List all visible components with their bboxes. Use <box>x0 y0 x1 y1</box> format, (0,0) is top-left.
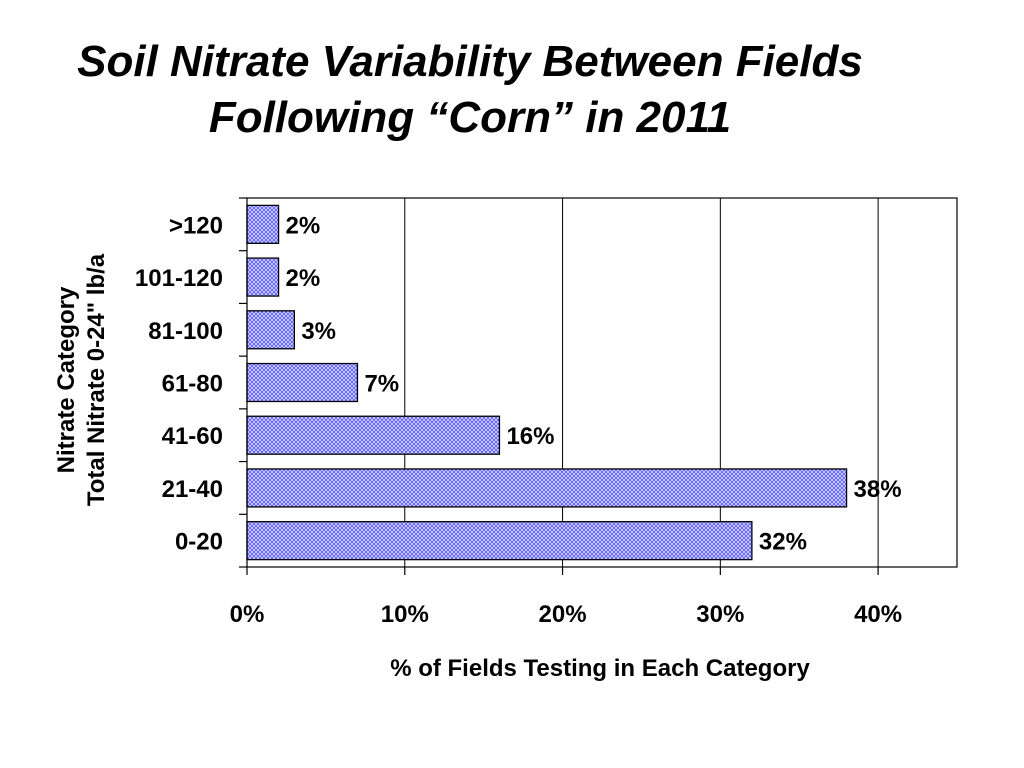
x-tick-label: 0% <box>230 601 265 628</box>
bar <box>246 521 753 561</box>
gridlines <box>404 198 879 567</box>
category-label: 41-60 <box>162 423 223 450</box>
category-label: 81-100 <box>148 318 223 345</box>
x-tick-label: 20% <box>539 601 587 628</box>
data-label: 7% <box>364 371 399 398</box>
category-label: 61-80 <box>162 371 223 398</box>
plot-frame <box>246 197 958 568</box>
data-label: 2% <box>286 212 321 239</box>
data-label: 2% <box>286 265 321 292</box>
bar <box>246 257 280 297</box>
data-label: 3% <box>301 318 336 345</box>
bar <box>246 468 848 508</box>
category-label: 21-40 <box>162 476 223 503</box>
chart-title: Soil Nitrate Variability Between Fields <box>77 37 863 86</box>
bar <box>246 415 501 455</box>
category-label: 0-20 <box>175 529 223 556</box>
bars <box>246 204 848 561</box>
data-label: 16% <box>506 423 554 450</box>
chart-title-block: Soil Nitrate Variability Between Fields … <box>0 34 940 146</box>
category-label: >120 <box>169 212 223 239</box>
bar <box>246 362 359 403</box>
x-axis-label: % of Fields Testing in Each Category <box>390 655 810 682</box>
data-label: 38% <box>854 476 902 503</box>
bar <box>246 310 295 350</box>
x-tick-label: 40% <box>854 601 902 628</box>
x-tick-label: 30% <box>696 601 744 628</box>
category-label: 101-120 <box>135 265 223 292</box>
labels: 0% 10% 20% 30% 40% >120 2% 101-120 2% 81-100 3% 61-… <box>135 212 902 682</box>
bar <box>246 204 280 244</box>
x-tick-label: 10% <box>381 601 429 628</box>
chart-subtitle: Following “Corn” in 2011 <box>208 93 732 142</box>
data-label: 32% <box>759 529 807 556</box>
axes <box>239 197 958 575</box>
